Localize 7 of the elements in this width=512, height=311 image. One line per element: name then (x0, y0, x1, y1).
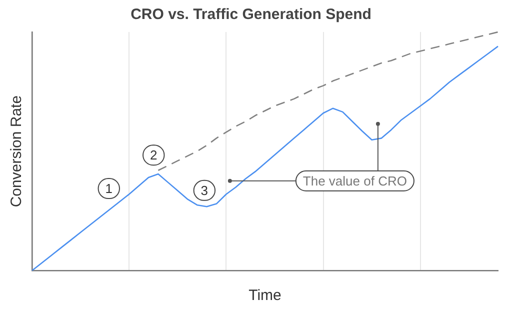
chart-title: CRO vs. Traffic Generation Spend (130, 6, 372, 24)
x-axis-title: Time (248, 287, 282, 304)
annotation: 3 (200, 183, 208, 198)
annotation: 2 (150, 148, 158, 163)
y-axis-title: Conversion Rate (8, 95, 26, 208)
annotation: 1 (105, 181, 113, 196)
annotation: The value of CRO (302, 173, 407, 188)
